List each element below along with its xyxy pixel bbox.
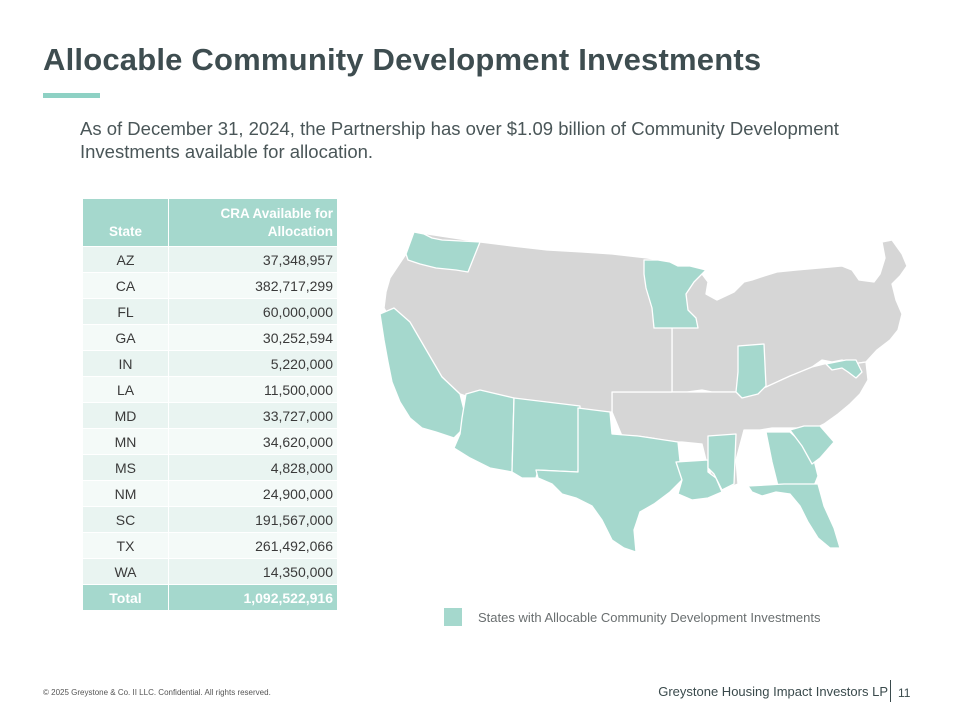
amount-cell: 4,828,000 [168,454,338,481]
state-cell: FL [82,298,169,325]
state-cell: MS [82,454,169,481]
table-row: MS 4,828,000 [82,454,338,481]
amount-cell: 30,252,594 [168,324,338,351]
amount-cell: 191,567,000 [168,506,338,533]
map-state-MD [825,359,863,379]
total-label: Total [82,584,169,611]
state-cell: LA [82,376,169,403]
table-row: FL 60,000,000 [82,298,338,325]
amount-cell: 11,500,000 [168,376,338,403]
table-row: AZ 37,348,957 [82,246,338,273]
header-state: State [82,198,169,247]
header-cra-available: CRA Available for Allocation [168,198,338,247]
page-number: 11 [898,686,911,700]
table-row: NM 24,900,000 [82,480,338,507]
amount-cell: 60,000,000 [168,298,338,325]
table-row: TX 261,492,066 [82,532,338,559]
legend-swatch [444,608,462,626]
map-state-SC [789,425,835,465]
table-row: LA 11,500,000 [82,376,338,403]
map-legend: States with Allocable Community Developm… [444,608,821,626]
state-cell: SC [82,506,169,533]
header-cra-line2: Allocation [267,224,333,239]
state-cell: IN [82,350,169,377]
footer-company-name: Greystone Housing Impact Investors LP [658,684,888,699]
map-state-TX [535,407,683,553]
map-state-NM [511,397,581,479]
page-title: Allocable Community Development Investme… [43,42,762,77]
state-cell: WA [82,558,169,585]
us-states-map [379,231,908,553]
map-state-FL [747,483,841,549]
table-row: MD 33,727,000 [82,402,338,429]
table-row: GA 30,252,594 [82,324,338,351]
table-row: CA 382,717,299 [82,272,338,299]
table-header-row: State CRA Available for Allocation [82,198,338,247]
amount-cell: 261,492,066 [168,532,338,559]
map-state-base [671,239,908,393]
title-accent-bar [43,93,100,98]
table-row: WA 14,350,000 [82,558,338,585]
page-subtitle: As of December 31, 2024, the Partnership… [80,118,839,162]
table-total-row: Total 1,092,522,916 [82,584,338,611]
table-row: MN 34,620,000 [82,428,338,455]
state-cell: NM [82,480,169,507]
amount-cell: 14,350,000 [168,558,338,585]
table-row: SC 191,567,000 [82,506,338,533]
state-cell: TX [82,532,169,559]
map-state-CA [379,307,465,439]
cra-allocation-table: State CRA Available for Allocation AZ 37,… [82,198,338,611]
state-cell: GA [82,324,169,351]
amount-cell: 5,220,000 [168,350,338,377]
amount-cell: 37,348,957 [168,246,338,273]
amount-cell: 34,620,000 [168,428,338,455]
table-row: IN 5,220,000 [82,350,338,377]
state-cell: MN [82,428,169,455]
legend-label: States with Allocable Community Developm… [478,609,821,625]
state-cell: CA [82,272,169,299]
map-state-IN [735,343,767,399]
footer-copyright: © 2025 Greystone & Co. II LLC. Confident… [43,688,271,697]
map-state-MN [643,259,707,329]
total-amount: 1,092,522,916 [168,584,338,611]
amount-cell: 33,727,000 [168,402,338,429]
map-state-MS [707,433,737,491]
amount-cell: 24,900,000 [168,480,338,507]
state-cell: AZ [82,246,169,273]
header-cra-line1: CRA Available for [220,206,333,221]
state-cell: MD [82,402,169,429]
map-state-AZ [453,389,515,473]
footer-separator [890,680,891,702]
map-state-WA [405,231,481,273]
amount-cell: 382,717,299 [168,272,338,299]
